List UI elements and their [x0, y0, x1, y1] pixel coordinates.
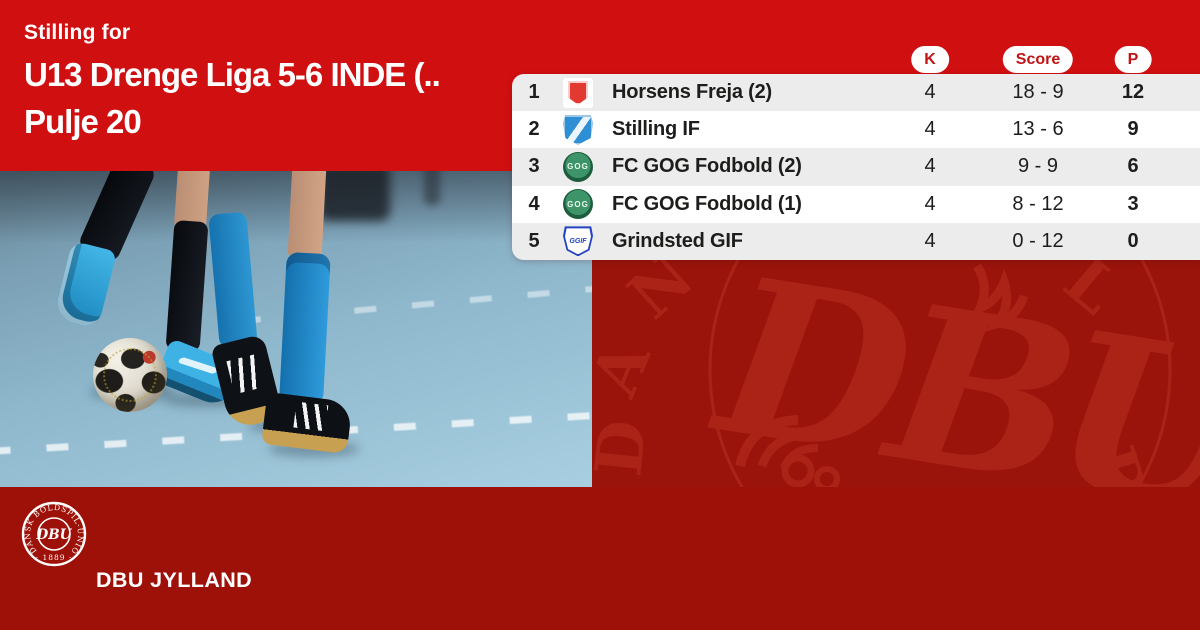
table-row: 5 GGIF Grindsted GIF 4 0 - 12 0 [512, 222, 1200, 260]
column-header-score: Score [1002, 46, 1074, 73]
dbu-seal-icon: DANSK BOLDSPIL-UNION DBU · 1889 · [21, 501, 87, 567]
goal-score: 8 - 12 [1012, 192, 1064, 215]
brand-name: DBU JYLLAND [96, 568, 253, 592]
football-icon [93, 338, 167, 412]
club-logo-text: GOG [567, 162, 589, 172]
club-logo-text: GGIF [569, 237, 587, 245]
games-played: 4 [924, 118, 936, 141]
page-title-line2: Pulje 20 [24, 103, 142, 140]
page-title: U13 Drenge Liga 5-6 INDE (.. Pulje 20 [24, 51, 441, 145]
player2-shoe [261, 391, 353, 455]
position: 4 [528, 192, 540, 215]
header: Stilling for U13 Drenge Liga 5-6 INDE (.… [24, 21, 441, 145]
position: 1 [528, 81, 540, 104]
games-played: 4 [924, 229, 936, 252]
position: 3 [528, 155, 540, 178]
standings-rows: 1 Horsens Freja (2) 4 18 - 9 12 2 Stilli… [512, 74, 1200, 260]
background-player-blur [318, 171, 390, 221]
club-name: FC GOG Fodbold (1) [612, 192, 802, 215]
position: 2 [528, 118, 540, 141]
table-row: 3 GOG FC GOG Fodbold (2) 4 9 - 9 6 [512, 148, 1200, 186]
goal-score: 18 - 9 [1012, 81, 1064, 104]
games-played: 4 [924, 81, 936, 104]
crest-flame-ornament [971, 263, 1029, 333]
table-row: 2 Stilling IF 4 13 - 6 9 [512, 111, 1200, 149]
player2-sock [279, 251, 331, 403]
club-logo-grindsted-gif-icon: GGIF [563, 226, 593, 257]
club-logo-stilling-if-icon [563, 114, 593, 145]
dbu-crest-watermark-icon: N A D L D DBU [592, 260, 1200, 487]
seal-monogram: DBU [36, 527, 73, 543]
footer: DANSK BOLDSPIL-UNION DBU · 1889 · DBU JY… [0, 487, 1200, 630]
background-post-blur [424, 171, 440, 205]
crest-ring-letter: A [592, 331, 666, 407]
goal-score: 9 - 9 [1017, 155, 1059, 178]
watermark-panel: N A D L D DBU [592, 260, 1200, 487]
club-name: Grindsted GIF [612, 229, 743, 252]
crest-wing-ornament [735, 263, 1029, 487]
club-logo-text: GOG [567, 199, 589, 209]
club-logo-fc-gog-icon: GOG [563, 189, 593, 220]
goal-score: 0 - 12 [1012, 229, 1064, 252]
position: 5 [528, 229, 540, 252]
points: 6 [1127, 155, 1139, 178]
points: 9 [1127, 118, 1139, 141]
crest-monogram: DBU [698, 260, 1200, 487]
page-title-line1: U13 Drenge Liga 5-6 INDE (.. [24, 56, 441, 93]
column-header-points: P [1114, 46, 1152, 73]
points: 3 [1127, 192, 1139, 215]
futsal-photo [0, 171, 592, 487]
crest-ring-letter: D [592, 417, 662, 480]
club-logo-horsens-freja-icon [563, 77, 593, 108]
table-row: 1 Horsens Freja (2) 4 18 - 9 12 [512, 74, 1200, 112]
player1-raised-shoe [53, 240, 117, 330]
club-name: FC GOG Fodbold (2) [612, 155, 802, 178]
goal-score: 13 - 6 [1012, 118, 1064, 141]
standings-table: K Score P 1 Horsens Freja (2) 4 18 - 9 1… [512, 46, 1200, 260]
crest-ring-letter: N [615, 260, 709, 334]
games-played: 4 [924, 155, 936, 178]
column-header-games: K [911, 46, 949, 73]
seal-year: · 1889 · [36, 553, 73, 562]
player2-leg [287, 171, 327, 262]
club-logo-fc-gog-icon: GOG [563, 151, 593, 182]
table-row: 4 GOG FC GOG Fodbold (1) 4 8 - 12 3 [512, 185, 1200, 223]
points: 0 [1127, 229, 1139, 252]
games-played: 4 [924, 192, 936, 215]
eyebrow-label: Stilling for [24, 21, 131, 44]
club-name: Stilling IF [612, 118, 700, 141]
club-name: Horsens Freja (2) [612, 81, 772, 104]
points: 12 [1121, 81, 1145, 104]
